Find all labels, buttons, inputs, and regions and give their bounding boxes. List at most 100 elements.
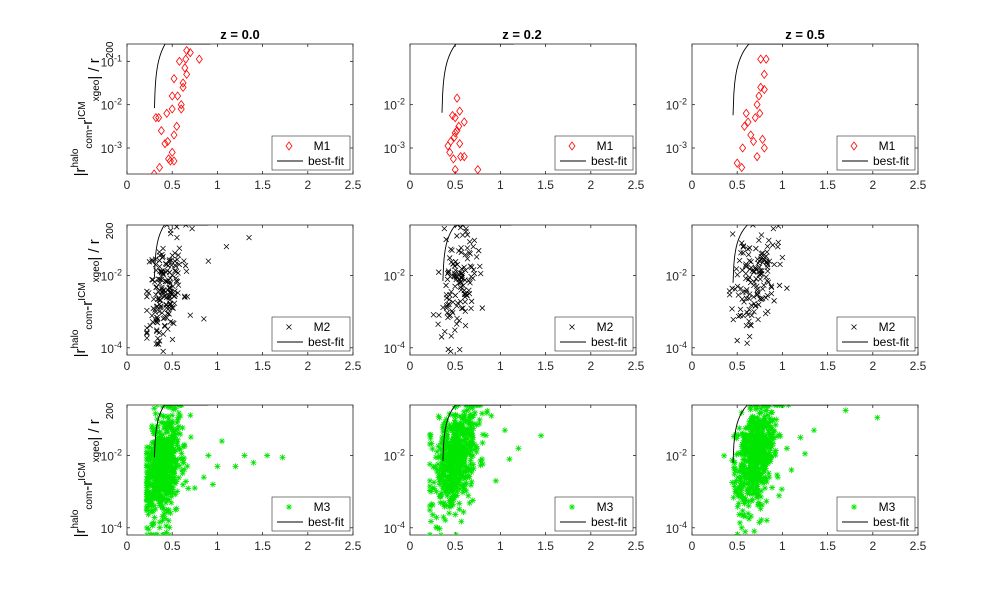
data-point xyxy=(763,407,770,414)
data-point xyxy=(766,429,773,436)
data-point xyxy=(156,435,163,442)
data-point xyxy=(738,524,745,531)
data-point xyxy=(460,474,467,481)
data-point xyxy=(169,454,176,461)
data-point xyxy=(172,461,179,468)
data-point xyxy=(771,298,777,304)
x-tick-label: 1.5 xyxy=(254,178,271,192)
data-point xyxy=(434,469,441,476)
data-point xyxy=(467,482,474,489)
x-tick-label: 2 xyxy=(869,359,876,373)
data-point xyxy=(155,341,162,347)
data-point xyxy=(150,428,157,435)
data-point xyxy=(440,304,446,311)
data-point xyxy=(767,424,774,431)
data-point xyxy=(157,453,164,460)
x-tick-label: 2 xyxy=(587,359,594,373)
data-point xyxy=(453,443,460,450)
data-point xyxy=(740,495,747,502)
data-point xyxy=(435,461,442,468)
data-point xyxy=(158,305,164,311)
data-point xyxy=(738,473,745,480)
data-point xyxy=(477,270,484,277)
data-point xyxy=(770,440,777,447)
data-point xyxy=(160,331,167,337)
data-point xyxy=(156,263,163,270)
data-point xyxy=(735,500,742,507)
data-point xyxy=(172,447,179,454)
data-point xyxy=(464,292,470,298)
data-point xyxy=(453,93,461,103)
data-point xyxy=(752,489,759,496)
data-point xyxy=(453,532,460,535)
data-point xyxy=(459,426,466,433)
data-point xyxy=(759,458,766,465)
data-point xyxy=(164,471,171,478)
data-point xyxy=(161,287,167,293)
data-point xyxy=(174,442,181,449)
data-point xyxy=(761,485,768,492)
data-point xyxy=(744,340,750,347)
data-point xyxy=(440,500,447,507)
data-point xyxy=(157,502,164,509)
legend-label-model: M2 xyxy=(879,320,896,334)
data-point xyxy=(165,517,172,524)
data-point xyxy=(766,237,772,244)
data-point xyxy=(739,447,746,454)
data-point xyxy=(163,456,169,463)
data-point xyxy=(729,457,736,464)
data-point xyxy=(182,262,189,269)
data-point xyxy=(756,269,763,275)
data-point xyxy=(434,524,441,531)
data-point xyxy=(156,483,163,490)
data-point xyxy=(430,463,437,470)
data-point xyxy=(246,234,252,241)
data-point xyxy=(746,405,753,410)
data-point xyxy=(473,449,480,456)
data-point xyxy=(440,478,447,485)
data-point xyxy=(170,419,177,426)
x-tick-label: 1 xyxy=(779,178,786,192)
data-point xyxy=(436,312,442,318)
y-axis-label: |rhalocom-rICMxgeo| / r200 xyxy=(70,222,116,357)
data-point xyxy=(750,479,757,486)
data-point xyxy=(159,503,166,510)
x-tick-label: 0 xyxy=(124,359,131,373)
data-point xyxy=(439,472,446,479)
data-point xyxy=(470,420,477,427)
data-point xyxy=(461,463,468,470)
data-point xyxy=(448,333,455,339)
data-point xyxy=(757,493,764,500)
data-point xyxy=(154,445,161,452)
data-point xyxy=(443,416,450,423)
data-point xyxy=(764,439,771,446)
data-point xyxy=(436,525,443,532)
data-point xyxy=(446,292,453,298)
data-point xyxy=(758,470,765,477)
data-point xyxy=(150,521,157,528)
data-point xyxy=(143,484,150,491)
data-point xyxy=(440,468,447,475)
data-point xyxy=(450,459,457,466)
data-point xyxy=(766,444,773,451)
data-point xyxy=(426,483,433,490)
data-point xyxy=(156,257,163,264)
data-point xyxy=(754,501,761,508)
data-point xyxy=(435,454,442,461)
y-tick-label: 10-4 xyxy=(101,520,122,536)
legend-box xyxy=(271,135,351,171)
data-point xyxy=(151,494,158,501)
data-point xyxy=(146,462,153,469)
data-point xyxy=(428,518,435,525)
data-point xyxy=(179,78,187,88)
data-point xyxy=(757,54,765,64)
data-point xyxy=(162,278,169,285)
data-point xyxy=(465,492,472,499)
data-point xyxy=(195,54,203,64)
data-point xyxy=(442,474,449,481)
data-point xyxy=(755,433,762,440)
data-point xyxy=(769,417,776,424)
data-point xyxy=(437,464,444,471)
